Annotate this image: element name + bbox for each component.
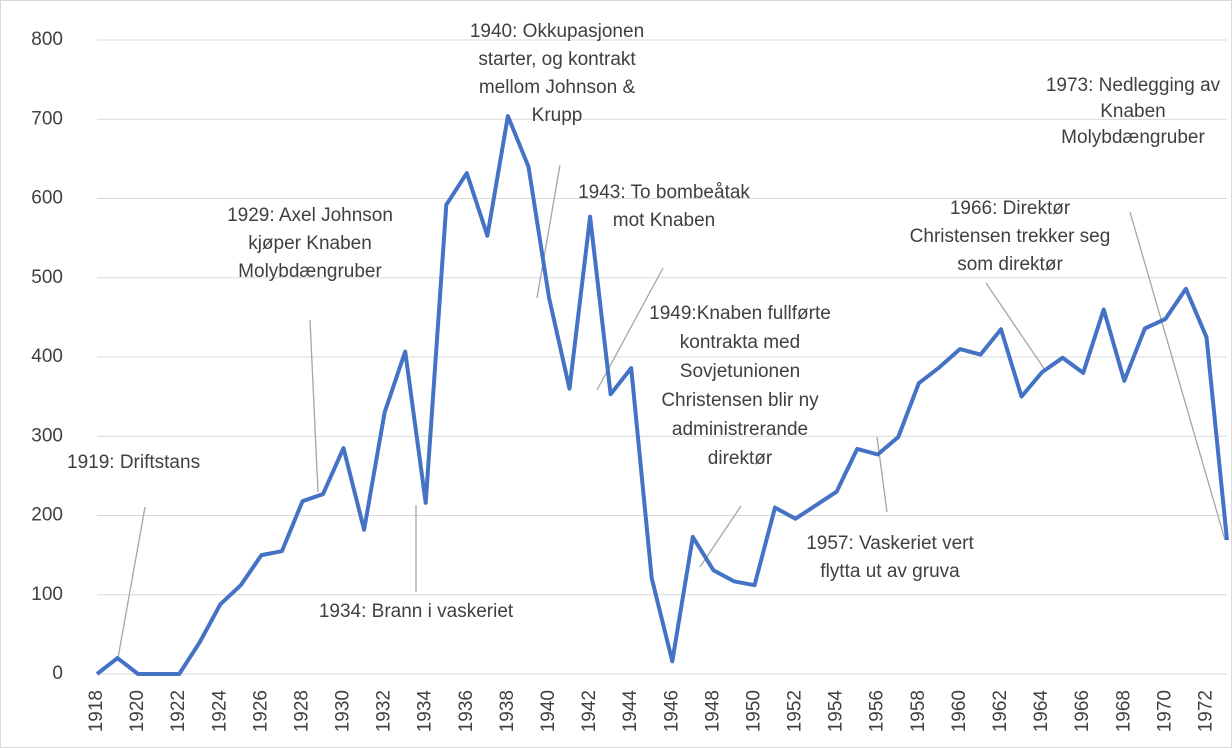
x-tick-label: 1924 [209, 690, 230, 733]
annotation-line: Knaben [1100, 101, 1166, 122]
y-tick-label: 800 [31, 29, 63, 50]
x-tick-label: 1954 [826, 690, 847, 733]
x-tick-label: 1946 [661, 690, 682, 732]
annotation-line: 1949:Knaben fullførte [649, 303, 831, 324]
annotation-line: kjøper Knaben [248, 233, 372, 254]
y-tick-label: 400 [31, 346, 63, 367]
x-tick-label: 1936 [456, 690, 477, 732]
annotation-line: Krupp [532, 105, 583, 126]
x-tick-label: 1970 [1154, 690, 1175, 732]
annotation: 1934: Brann i vaskeriet [319, 601, 514, 622]
x-tick-label: 1918 [86, 690, 107, 732]
x-tick-label: 1944 [620, 690, 641, 733]
annotation-line: flytta ut av gruva [820, 561, 960, 582]
annotation-line: direktør [708, 448, 773, 469]
data-line [95, 114, 1229, 676]
annotation: 1973: Nedlegging av Knaben Molybdængruber [1046, 75, 1221, 148]
x-tick-label: 1920 [127, 690, 148, 732]
annotation-line: 1943: To bombeåtak [578, 182, 750, 203]
y-tick-label: 300 [31, 425, 63, 446]
annotation-leader [117, 506, 146, 659]
annotation-line: Christensen trekker seg [910, 226, 1111, 247]
y-tick-label: 200 [31, 505, 63, 526]
x-tick-label: 1942 [579, 690, 600, 732]
x-tick-label: 1966 [1072, 690, 1093, 732]
x-tick-label: 1940 [538, 690, 559, 732]
annotation-line: som direktør [957, 254, 1063, 275]
annotation-line: 1940: Okkupasjonen [470, 21, 644, 42]
annotation: 1929: Axel Johnson kjøper Knaben Molybdæng… [227, 205, 393, 282]
annotation-line: 1934: Brann i vaskeriet [319, 601, 514, 622]
annotation-line: mellom Johnson & [479, 77, 636, 98]
x-tick-label: 1922 [168, 690, 189, 732]
annotation-line: 1966: Direktør [950, 198, 1071, 219]
x-tick-label: 1960 [949, 690, 970, 732]
x-tick-label: 1930 [333, 690, 354, 732]
annotation-line: 1919: Driftstans [67, 452, 200, 473]
annotation-line: Sovjetunionen [680, 361, 800, 382]
x-tick-label: 1968 [1113, 690, 1134, 732]
annotation-line: 1973: Nedlegging av [1046, 75, 1221, 96]
y-tick-label: 0 [52, 663, 63, 684]
x-tick-label: 1926 [250, 690, 271, 732]
x-tick-label: 1958 [908, 690, 929, 732]
annotation-line: Molybdængruber [238, 261, 382, 282]
x-tick-label: 1972 [1195, 690, 1216, 732]
x-tick-label: 1952 [785, 690, 806, 732]
annotation-line: kontrakta med [680, 332, 800, 353]
annotation: 1966: Direktør Christensen trekker seg som… [910, 198, 1111, 275]
x-tick-label: 1948 [702, 690, 723, 732]
annotation-line: 1929: Axel Johnson [227, 205, 393, 226]
x-tick-label: 1934 [415, 690, 436, 733]
annotation: 1940: Okkupasjonen starter, og kontrakt me… [470, 21, 644, 126]
annotation-leader [536, 164, 561, 299]
y-tick-label: 500 [31, 267, 63, 288]
annotation-leader [876, 436, 888, 513]
annotation-line: Molybdængruber [1061, 127, 1205, 148]
x-tick-label: 1964 [1031, 690, 1052, 733]
annotation-line: Christensen blir ny [661, 390, 819, 411]
annotation-line: starter, og kontrakt [478, 49, 636, 70]
annotation-leader [985, 282, 1046, 371]
annotation-leader [309, 319, 319, 493]
annotation-line: 1957: Vaskeriet vert [806, 533, 974, 554]
x-tick-label: 1928 [291, 690, 312, 732]
x-tick-label: 1956 [867, 690, 888, 732]
annotation: 1949:Knaben fullførte kontrakta med Sovjet… [649, 303, 831, 469]
annotation: 1919: Driftstans [67, 452, 200, 473]
annotation: 1943: To bombeåtak mot Knaben [578, 182, 750, 231]
annotation-leader [1129, 211, 1226, 541]
y-tick-label: 600 [31, 188, 63, 209]
annotation: 1957: Vaskeriet vert flytta ut av gruva [806, 533, 974, 582]
x-tick-label: 1938 [497, 690, 518, 732]
y-tick-label: 700 [31, 108, 63, 129]
x-tick-label: 1932 [374, 690, 395, 732]
x-tick-label: 1962 [990, 690, 1011, 732]
y-tick-label: 100 [31, 584, 63, 605]
annotation-line: mot Knaben [613, 210, 715, 231]
x-tick-label: 1950 [743, 690, 764, 732]
annotation-line: administrerande [672, 419, 808, 440]
